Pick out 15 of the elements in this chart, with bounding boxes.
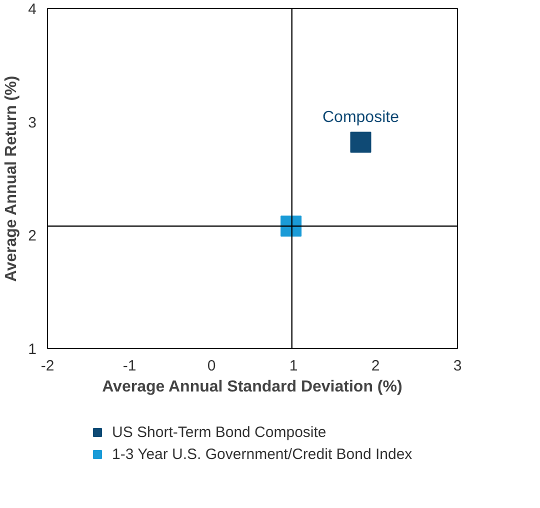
legend-label: US Short-Term Bond Composite bbox=[112, 424, 326, 440]
x-tick-label: -2 bbox=[40, 358, 54, 374]
y-tick-label: 1 bbox=[28, 341, 36, 358]
y-tick-label: 3 bbox=[28, 114, 36, 132]
x-tick-label: -1 bbox=[122, 358, 136, 374]
x-tick-label: 0 bbox=[207, 358, 216, 374]
x-axis-title: Average Annual Standard Deviation (%) bbox=[102, 378, 402, 396]
annotation: Composite bbox=[322, 109, 400, 126]
x-tick-label: 3 bbox=[453, 358, 462, 374]
x-tick-label: 1 bbox=[289, 358, 298, 374]
y-tick-label: 4 bbox=[28, 1, 36, 18]
legend-label: 1-3 Year U.S. Government/Credit Bond Index bbox=[112, 446, 412, 462]
y-tick-label: 2 bbox=[28, 228, 36, 245]
y-axis-title: Average Annual Return (%) bbox=[3, 76, 20, 282]
x-tick-label: 2 bbox=[371, 358, 380, 374]
